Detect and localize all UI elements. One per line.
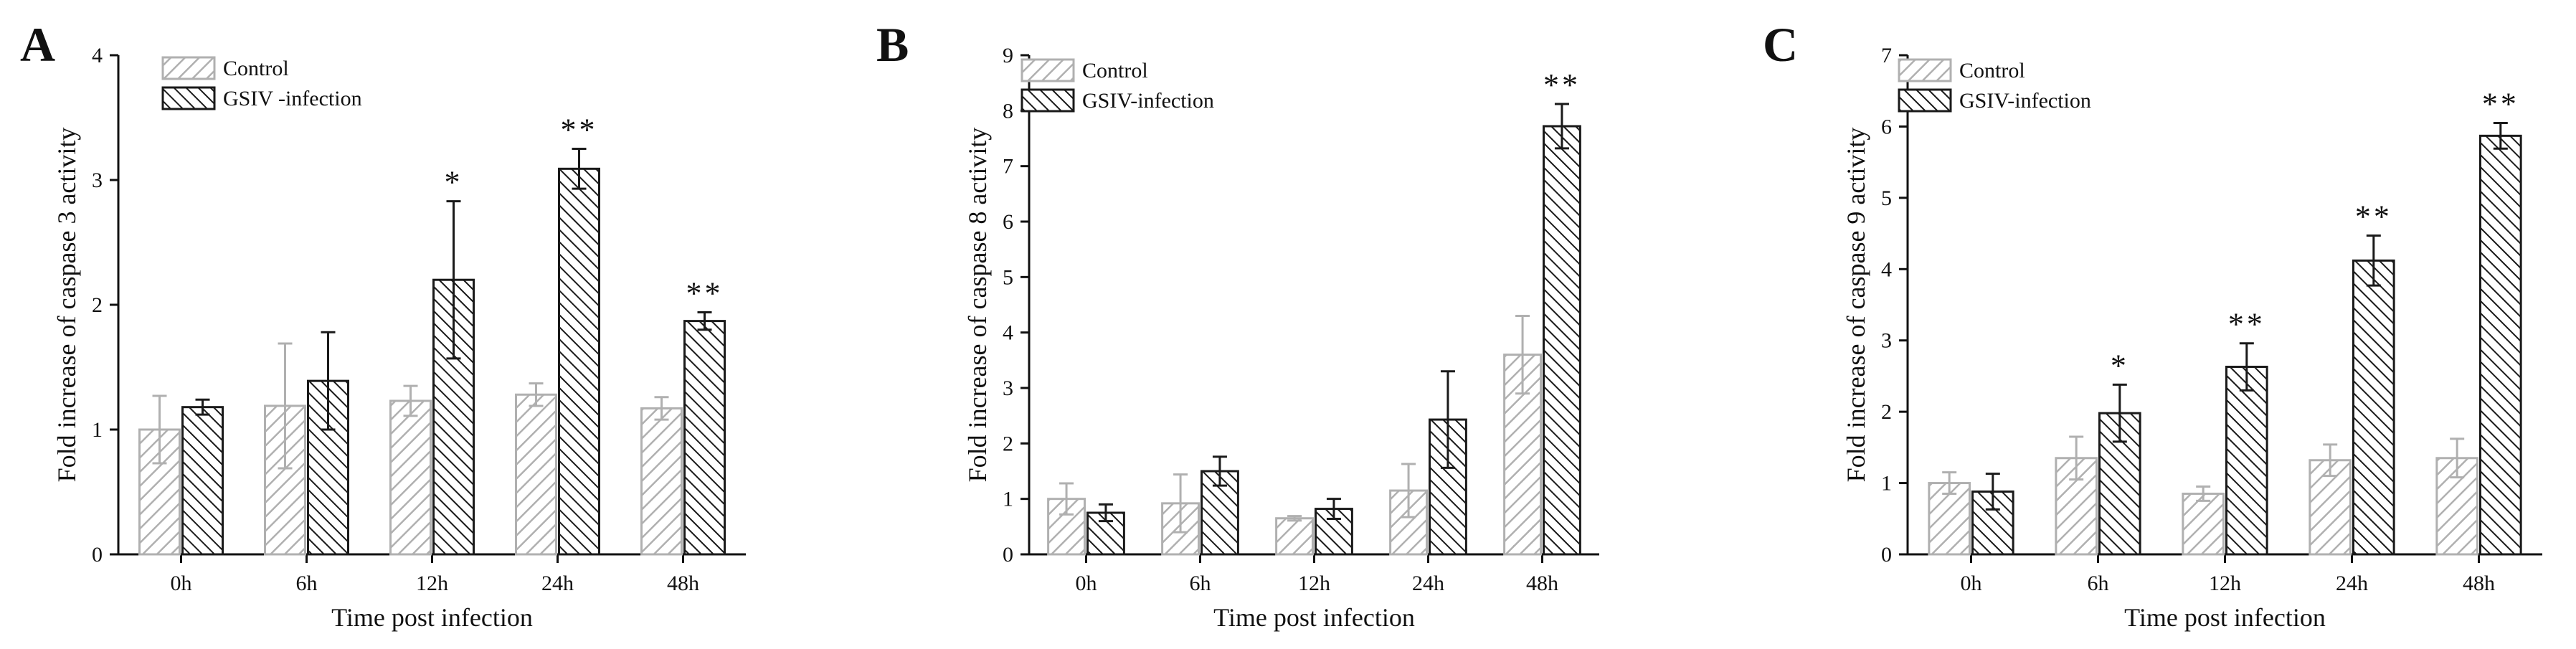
- y-tick-label: 5: [1881, 186, 1892, 210]
- significance-label: **: [2355, 199, 2392, 235]
- bar-infected-12h: [2225, 366, 2268, 556]
- bar-infected-24h: [558, 167, 600, 556]
- bar-infected-12h: [1315, 508, 1353, 556]
- x-tick-label: 6h: [2088, 572, 2109, 595]
- bar-control-0h: [1928, 482, 1971, 556]
- x-tick-label: 24h: [541, 572, 574, 595]
- bar-infected-0h: [181, 406, 224, 556]
- y-tick-label: 6: [1881, 115, 1892, 138]
- legend-label-control: Control: [1959, 59, 2025, 82]
- significance-label: **: [686, 275, 724, 311]
- y-tick-label: 4: [1881, 257, 1892, 281]
- x-tick-label: 48h: [1526, 572, 1558, 595]
- y-tick-label: 1: [1881, 472, 1892, 496]
- x-tick-label: 0h: [1961, 572, 1982, 595]
- y-tick-label: 5: [1003, 265, 1013, 289]
- x-tick-label: 6h: [296, 572, 318, 595]
- bar-control-12h: [389, 399, 432, 556]
- y-tick-label: 6: [1003, 210, 1013, 234]
- bar-infected-48h: [2479, 134, 2522, 556]
- chart-root: A 0 1 2 3 4 0h 6h 12h * 24h ** 48h ** Time post infect…: [20, 17, 2542, 632]
- x-axis-title: Time post infection: [1213, 603, 1415, 632]
- legend-swatch-control: [161, 56, 216, 80]
- x-tick-label: 0h: [171, 572, 192, 595]
- y-axis-title: Fold increase of caspase 3 activity: [52, 128, 81, 483]
- y-tick-label: 7: [1881, 44, 1892, 67]
- panel-b: B 0 1 2 3 4 5 6 7 8 9 0h 6h 12h 24h 48h ** Time post infe…: [876, 17, 1599, 632]
- y-tick-label: 0: [92, 543, 103, 567]
- bar-infected-24h: [2352, 259, 2395, 556]
- legend-label-infected: GSIV-infection: [1959, 89, 2091, 113]
- x-tick-label: 24h: [1412, 572, 1444, 595]
- x-tick-label: 12h: [1298, 572, 1330, 595]
- bar-control-48h: [640, 407, 683, 556]
- y-axis-title: Fold increase of caspase 9 activity: [1842, 128, 1870, 483]
- bar-control-24h: [515, 393, 557, 556]
- panel-letter: B: [876, 17, 909, 72]
- x-tick-label: 48h: [667, 572, 699, 595]
- legend-swatch-infected: [161, 86, 216, 110]
- y-tick-label: 2: [92, 293, 103, 317]
- y-axis-title: Fold increase of caspase 8 activity: [963, 128, 992, 483]
- legend-label-control: Control: [223, 57, 289, 80]
- x-tick-label: 12h: [416, 572, 448, 595]
- bar-control-12h: [1275, 517, 1314, 556]
- significance-label: **: [561, 113, 598, 148]
- legend-swatch-control: [1021, 58, 1075, 82]
- panel-c: C 0 1 2 3 4 5 6 7 0h 6h * 12h ** 24h ** 48h ** Time post i…: [1763, 17, 2542, 632]
- y-tick-label: 4: [92, 44, 103, 67]
- significance-label: **: [1543, 67, 1581, 103]
- y-tick-label: 1: [1003, 488, 1013, 511]
- panel-letter: A: [20, 17, 55, 72]
- significance-label: **: [2228, 307, 2265, 342]
- significance-label: *: [445, 165, 463, 200]
- x-tick-label: 24h: [2336, 572, 2368, 595]
- x-tick-label: 6h: [1190, 572, 1211, 595]
- significance-label: **: [2482, 86, 2519, 121]
- legend-label-infected: GSIV -infection: [223, 87, 362, 110]
- y-tick-label: 2: [1003, 432, 1013, 455]
- x-axis-title: Time post infection: [2124, 603, 2326, 632]
- legend-label-control: Control: [1082, 59, 1148, 82]
- y-tick-label: 2: [1881, 400, 1892, 424]
- y-tick-label: 9: [1003, 44, 1013, 67]
- x-axis-title: Time post infection: [331, 603, 533, 632]
- legend-label-infected: GSIV-infection: [1082, 89, 1214, 113]
- bar-infected-48h: [683, 320, 726, 556]
- y-tick-label: 4: [1003, 321, 1013, 345]
- legend-swatch-infected: [1898, 88, 1952, 113]
- x-tick-label: 12h: [2209, 572, 2241, 595]
- panel-a: A 0 1 2 3 4 0h 6h 12h * 24h ** 48h ** Time post infect…: [20, 17, 746, 632]
- legend-swatch-control: [1898, 58, 1952, 82]
- y-tick-label: 1: [92, 418, 103, 442]
- legend-swatch-infected: [1021, 88, 1075, 113]
- bar-control-12h: [2182, 492, 2225, 556]
- x-tick-label: 48h: [2463, 572, 2495, 595]
- significance-label: *: [2111, 348, 2129, 383]
- y-tick-label: 3: [1003, 376, 1013, 400]
- y-tick-label: 0: [1881, 543, 1892, 567]
- y-tick-label: 7: [1003, 155, 1013, 179]
- y-tick-label: 3: [92, 169, 103, 192]
- y-tick-label: 8: [1003, 99, 1013, 123]
- y-tick-label: 3: [1881, 329, 1892, 353]
- bar-infected-48h: [1543, 125, 1581, 556]
- panel-letter: C: [1763, 17, 1798, 72]
- y-tick-label: 0: [1003, 543, 1013, 567]
- x-tick-label: 0h: [1076, 572, 1097, 595]
